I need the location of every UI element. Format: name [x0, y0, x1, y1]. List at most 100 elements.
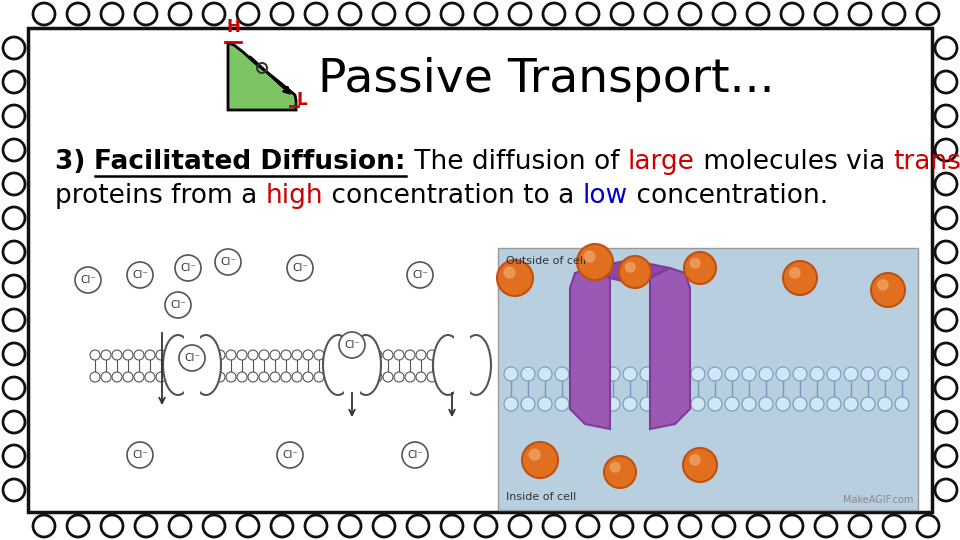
Circle shape	[708, 397, 722, 411]
Circle shape	[585, 251, 595, 262]
Circle shape	[606, 397, 620, 411]
Circle shape	[248, 372, 258, 382]
Circle shape	[127, 442, 153, 468]
Bar	[344, 335, 360, 395]
Circle shape	[179, 345, 205, 371]
Ellipse shape	[461, 335, 491, 395]
Circle shape	[226, 372, 236, 382]
Circle shape	[572, 397, 586, 411]
Circle shape	[504, 367, 518, 381]
Text: L: L	[297, 91, 307, 109]
Circle shape	[708, 367, 722, 381]
Text: proteins from a: proteins from a	[55, 183, 266, 209]
Circle shape	[127, 262, 153, 288]
Circle shape	[281, 372, 291, 382]
Text: Cl⁻: Cl⁻	[412, 270, 428, 280]
FancyBboxPatch shape	[28, 28, 932, 512]
Circle shape	[861, 367, 875, 381]
Circle shape	[589, 397, 603, 411]
Text: Cl⁻: Cl⁻	[132, 270, 148, 280]
Circle shape	[691, 367, 705, 381]
Circle shape	[606, 367, 620, 381]
Circle shape	[75, 267, 101, 293]
Circle shape	[405, 372, 415, 382]
Ellipse shape	[351, 335, 381, 395]
Bar	[184, 335, 200, 395]
Circle shape	[270, 372, 280, 382]
Circle shape	[175, 255, 201, 281]
Circle shape	[674, 397, 688, 411]
Circle shape	[895, 367, 909, 381]
Ellipse shape	[323, 335, 353, 395]
Text: Cl⁻: Cl⁻	[80, 275, 96, 285]
Circle shape	[657, 397, 671, 411]
Circle shape	[303, 372, 313, 382]
Circle shape	[827, 367, 841, 381]
Circle shape	[684, 252, 716, 284]
Text: large: large	[628, 149, 695, 175]
Bar	[65, 245, 465, 495]
Circle shape	[690, 259, 700, 268]
Circle shape	[438, 350, 448, 360]
Circle shape	[690, 455, 700, 465]
Text: 3): 3)	[55, 149, 94, 175]
Circle shape	[112, 372, 122, 382]
Circle shape	[145, 372, 155, 382]
Circle shape	[281, 350, 291, 360]
Circle shape	[237, 350, 247, 360]
Text: concentration to a: concentration to a	[324, 183, 583, 209]
Circle shape	[878, 367, 892, 381]
Circle shape	[339, 332, 365, 358]
Circle shape	[123, 350, 133, 360]
Circle shape	[215, 350, 225, 360]
Text: Cl⁻: Cl⁻	[292, 263, 308, 273]
Circle shape	[145, 350, 155, 360]
Circle shape	[759, 367, 773, 381]
Circle shape	[90, 350, 100, 360]
Circle shape	[112, 350, 122, 360]
Circle shape	[402, 442, 428, 468]
Polygon shape	[650, 268, 690, 429]
Circle shape	[604, 456, 636, 488]
Circle shape	[810, 367, 824, 381]
Circle shape	[640, 397, 654, 411]
Circle shape	[725, 397, 739, 411]
Circle shape	[438, 372, 448, 382]
Text: Cl⁻: Cl⁻	[132, 450, 148, 460]
Circle shape	[790, 268, 800, 278]
Circle shape	[827, 397, 841, 411]
Circle shape	[538, 397, 552, 411]
Circle shape	[134, 372, 144, 382]
Circle shape	[725, 367, 739, 381]
Text: The diffusion of: The diffusion of	[406, 149, 628, 175]
Circle shape	[793, 367, 807, 381]
Circle shape	[623, 367, 637, 381]
Circle shape	[871, 273, 905, 307]
Circle shape	[383, 372, 393, 382]
Polygon shape	[570, 268, 610, 429]
Text: Inside of cell: Inside of cell	[506, 492, 576, 502]
Text: Cl⁻: Cl⁻	[170, 300, 186, 310]
Circle shape	[101, 350, 111, 360]
Circle shape	[156, 350, 166, 360]
Text: Cl⁻: Cl⁻	[282, 450, 298, 460]
Circle shape	[759, 397, 773, 411]
Circle shape	[259, 372, 269, 382]
Circle shape	[522, 442, 558, 478]
Circle shape	[529, 449, 540, 460]
Circle shape	[623, 397, 637, 411]
Circle shape	[776, 367, 790, 381]
Circle shape	[449, 350, 459, 360]
Text: Outside of cell: Outside of cell	[506, 256, 587, 266]
Circle shape	[165, 292, 191, 318]
Circle shape	[691, 397, 705, 411]
Bar	[498, 248, 918, 510]
Circle shape	[270, 350, 280, 360]
Circle shape	[215, 249, 241, 275]
Circle shape	[555, 397, 569, 411]
Circle shape	[572, 367, 586, 381]
Polygon shape	[228, 43, 296, 110]
Polygon shape	[590, 260, 670, 283]
Circle shape	[619, 256, 651, 288]
Circle shape	[90, 372, 100, 382]
